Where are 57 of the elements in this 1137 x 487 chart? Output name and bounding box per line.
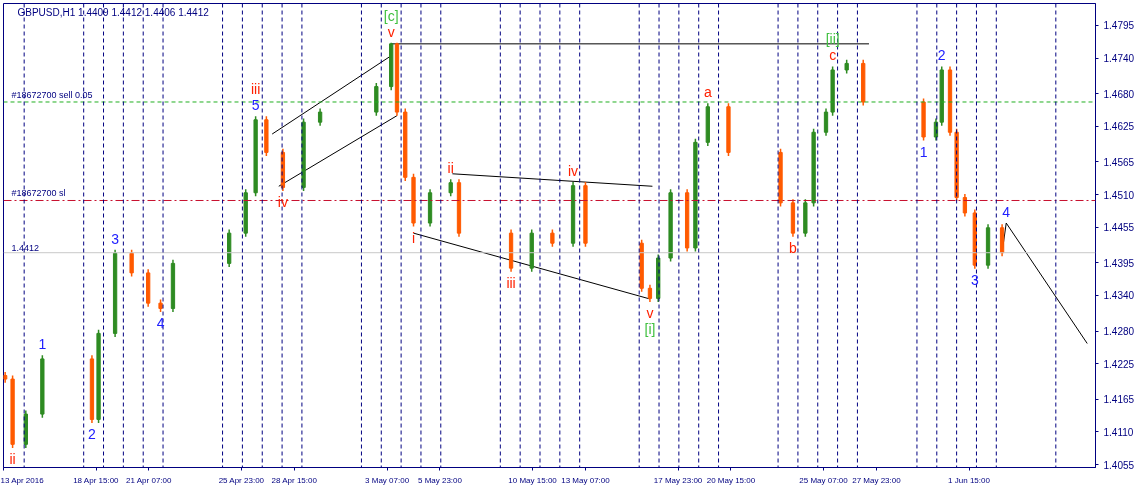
annotation: b xyxy=(789,239,798,256)
y-tick-label: 1.4510 xyxy=(1103,189,1135,201)
candlestick xyxy=(823,107,829,137)
y-tick-label: 1.4165 xyxy=(1103,394,1135,406)
x-tick-label: 10 May 15:00 xyxy=(508,475,558,485)
x-tick-label: 28 Apr 15:00 xyxy=(271,475,318,485)
x-tick-label: 25 Apr 23:00 xyxy=(218,475,265,485)
x-tick-label: 1 Jun 15:00 xyxy=(948,475,991,485)
candlestick xyxy=(962,193,968,218)
ref-line-label: 1.4412 xyxy=(11,242,40,253)
x-tick-label: 18 Apr 15:00 xyxy=(73,475,120,485)
x-tick-label: 20 May 15:00 xyxy=(706,475,756,485)
x-tick-label: 17 May 23:00 xyxy=(653,475,703,485)
y-tick-label: 1.4625 xyxy=(1103,121,1135,133)
x-tick-label: 5 May 23:00 xyxy=(417,475,463,485)
annotation: v xyxy=(387,23,395,40)
annotation: 3 xyxy=(970,271,979,288)
annotation: ii xyxy=(447,160,454,177)
ref-line-label: #18672700 sl xyxy=(11,188,66,199)
y-tick-label: 1.4280 xyxy=(1103,326,1135,338)
y-tick-label: 1.4340 xyxy=(1103,290,1135,302)
annotation: c xyxy=(829,47,837,64)
annotation: iv xyxy=(568,163,579,180)
x-tick-label: 25 May 07:00 xyxy=(799,475,849,485)
y-tick-label: 1.4055 xyxy=(1103,459,1135,471)
ref-line-label: #18672700 sell 0.05 xyxy=(11,90,93,100)
annotation: ii xyxy=(9,450,16,467)
annotation: 3 xyxy=(111,230,120,247)
annotation: 4 xyxy=(156,315,165,332)
annotation: 2 xyxy=(88,426,97,442)
annotation: 1 xyxy=(919,143,928,160)
annotation: [i] xyxy=(644,320,656,337)
x-tick-label: 27 May 23:00 xyxy=(852,475,902,485)
annotation: 2 xyxy=(937,47,946,64)
y-tick-label: 1.4565 xyxy=(1103,156,1135,168)
annotation: iii xyxy=(250,81,261,98)
annotation: 1 xyxy=(38,336,47,353)
y-tick-label: 1.4795 xyxy=(1103,20,1135,32)
annotation: iii xyxy=(506,274,516,291)
annotation: i xyxy=(411,229,416,246)
y-tick-label: 1.4395 xyxy=(1103,257,1135,269)
annotation: v xyxy=(646,304,654,321)
y-tick-label: 1.4225 xyxy=(1103,358,1135,370)
candlestick xyxy=(129,248,134,278)
y-tick-label: 1.4680 xyxy=(1103,88,1135,100)
y-tick-label: 1.4455 xyxy=(1103,222,1135,234)
annotation: 4 xyxy=(1002,204,1011,221)
x-tick-label: 3 May 07:00 xyxy=(365,475,410,485)
x-tick-label: 13 Apr 2016 xyxy=(0,475,45,485)
y-tick-label: 1.4110 xyxy=(1103,426,1134,438)
x-tick-label: 21 Apr 07:00 xyxy=(126,475,173,485)
annotation: 5 xyxy=(251,97,260,114)
x-tick-label: 13 May 07:00 xyxy=(561,475,611,485)
annotation: a xyxy=(703,84,712,101)
y-tick-label: 1.4740 xyxy=(1103,53,1135,65)
annotation: [c] xyxy=(383,7,399,24)
chart-title: GBPUSD,H1 1.4409 1.4412 1.4406 1.4412 xyxy=(17,6,210,18)
